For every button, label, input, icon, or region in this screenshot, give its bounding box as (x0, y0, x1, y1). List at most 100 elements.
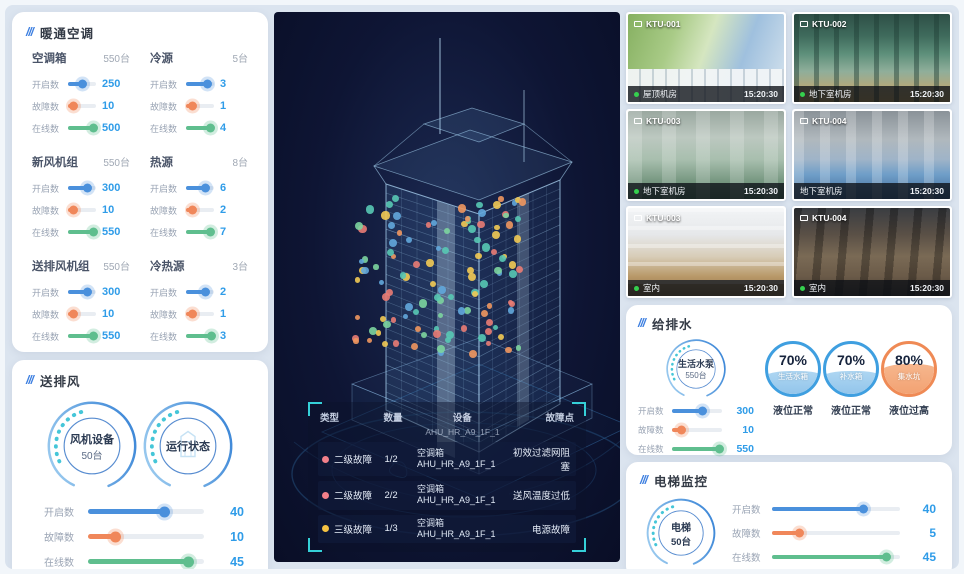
stat-slider[interactable] (772, 528, 900, 538)
slider-knob[interactable] (206, 227, 216, 237)
gauge-count: 50台 (81, 450, 103, 462)
slider-knob[interactable] (89, 123, 99, 133)
stat-label: 故障数 (638, 425, 664, 435)
stat-slider[interactable] (672, 406, 722, 416)
stat-slider[interactable] (186, 79, 214, 89)
hvac-group-heat-source: 热源 8台 开启数 6 故障数 2 在线数 7 (150, 154, 248, 243)
camera-tile[interactable]: KTU-003 室内 15:20:30 (626, 206, 786, 298)
gauge-ring (143, 401, 233, 491)
stat-slider[interactable] (186, 205, 214, 215)
stat-slider[interactable] (68, 183, 96, 193)
bms-dashboard: /// 暖通空调 空调箱 550台 开启数 250 故障数 10 在线数 500 冷源 5… (5, 5, 959, 569)
online-dot (634, 285, 639, 291)
stat-slider[interactable] (672, 444, 724, 454)
camera-tile[interactable]: KTU-003 地下室机房 15:20:30 (626, 109, 786, 201)
stat-slider[interactable] (186, 287, 214, 297)
camera-tile[interactable]: KTU-004 室内 15:20:30 (792, 206, 952, 298)
camera-location: 地下室机房 (809, 89, 852, 99)
slider-knob[interactable] (188, 101, 197, 111)
camera-icon (800, 215, 808, 221)
slider-knob[interactable] (109, 531, 121, 542)
slider-knob[interactable] (859, 504, 869, 514)
stat-slider[interactable] (186, 309, 214, 319)
stat-slider[interactable] (186, 183, 214, 193)
slider-knob[interactable] (89, 331, 99, 341)
slider-knob[interactable] (698, 406, 707, 416)
slider-knob[interactable] (201, 183, 211, 193)
slider-knob[interactable] (182, 556, 194, 567)
stat-label: 故障数 (32, 309, 60, 320)
stat-slider[interactable] (186, 123, 215, 133)
stat-slider[interactable] (68, 287, 96, 297)
camera-time: 15:20:30 (909, 283, 944, 293)
panel-title: 给排水 (652, 317, 693, 332)
stat-label: 故障数 (732, 529, 761, 540)
fault-table: 类型 数量 设备 故障点 AHU_HR_A9_1F_1 二级故障 1/2 空调箱… (308, 402, 586, 552)
stat-label: 在线数 (32, 123, 60, 134)
camera-tile[interactable]: KTU-002 地下室机房 15:20:30 (792, 12, 952, 104)
stat-slider[interactable] (68, 101, 96, 111)
stat-slider[interactable] (68, 309, 96, 319)
slider-knob[interactable] (69, 309, 79, 319)
stat-slider[interactable] (186, 101, 214, 111)
stat-slider[interactable] (68, 227, 99, 237)
slider-knob[interactable] (795, 528, 805, 538)
tank-makeup: 70% 补水箱 液位正常 (822, 341, 880, 456)
stat-slider[interactable] (68, 123, 99, 133)
slider-knob[interactable] (714, 444, 724, 454)
stat-slider[interactable] (672, 425, 722, 435)
slider-knob[interactable] (78, 79, 88, 89)
group-name: 热源 (150, 157, 173, 169)
slider-knob[interactable] (202, 79, 212, 89)
camera-tile[interactable]: KTU-004 地下室机房 15:20:30 (792, 109, 952, 201)
stat-row: 故障数 10 (638, 423, 754, 437)
slider-knob[interactable] (677, 425, 686, 435)
stat-label: 故障数 (150, 309, 178, 320)
group-count: 550台 (103, 262, 130, 273)
stat-row: 在线数 550 (638, 442, 754, 456)
slider-knob[interactable] (69, 101, 79, 111)
stat-value: 10 (742, 424, 754, 436)
stat-slider[interactable] (68, 205, 96, 215)
slider-knob[interactable] (188, 309, 197, 319)
stat-slider[interactable] (88, 506, 204, 517)
group-count: 550台 (103, 158, 130, 169)
online-dot (800, 91, 805, 97)
stat-value: 10 (230, 529, 244, 544)
corner-bracket (308, 538, 322, 552)
stat-slider[interactable] (88, 556, 204, 567)
stat-row: 开启数 40 (44, 504, 244, 520)
slider-knob[interactable] (89, 227, 99, 237)
fault-row[interactable]: 二级故障 2/2 空调箱 AHU_HR_A9_1F_1 送风温度过低 (318, 481, 576, 510)
stat-slider[interactable] (68, 79, 96, 89)
slider-knob[interactable] (200, 287, 210, 297)
stat-slider[interactable] (772, 504, 900, 514)
stat-slider[interactable] (772, 552, 900, 562)
fault-level-dot (322, 491, 329, 499)
slider-knob[interactable] (207, 331, 217, 341)
fault-row[interactable]: 三级故障 1/3 空调箱 AHU_HR_A9_1F_1 电源故障 (318, 514, 576, 543)
slider-knob[interactable] (83, 287, 93, 297)
stat-value: 300 (736, 405, 754, 417)
fault-row[interactable]: 二级故障 1/2 空调箱 AHU_HR_A9_1F_1 初效过滤网阻塞 (318, 442, 576, 476)
stat-slider[interactable] (186, 331, 217, 341)
slider-knob[interactable] (188, 205, 197, 215)
stat-label: 开启数 (150, 287, 178, 298)
slider-knob[interactable] (882, 552, 892, 562)
slider-knob[interactable] (82, 183, 92, 193)
camera-tile[interactable]: KTU-001 屋顶机房 15:20:30 (626, 12, 786, 104)
stat-slider[interactable] (68, 331, 99, 341)
slider-knob[interactable] (158, 506, 170, 517)
stat-label: 在线数 (638, 444, 664, 454)
camera-id: KTU-002 (812, 19, 847, 29)
stat-slider[interactable] (88, 531, 204, 542)
gauge-run-status: 运行状态 (140, 398, 236, 494)
gauge-water-pump: 生活水泵 550台 (664, 337, 728, 401)
slider-knob[interactable] (205, 123, 215, 133)
stat-slider[interactable] (186, 227, 216, 237)
slider-knob[interactable] (69, 205, 79, 215)
camera-location: 屋顶机房 (643, 89, 678, 99)
stat-row: 在线数 3 (150, 325, 248, 347)
stat-value: 1 (220, 308, 227, 320)
building-3d-view[interactable]: 类型 数量 设备 故障点 AHU_HR_A9_1F_1 二级故障 1/2 空调箱… (274, 12, 620, 562)
